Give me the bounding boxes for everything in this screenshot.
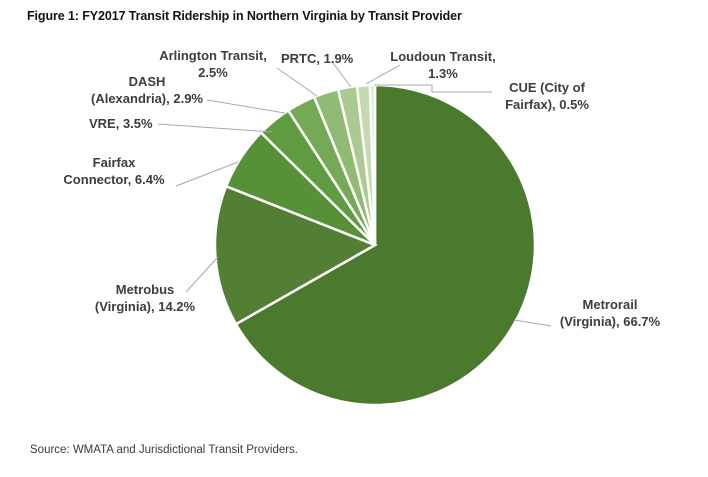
label-vre: VRE, 3.5% (89, 115, 159, 132)
leader-line-8 (374, 84, 492, 93)
pie-slices-group (213, 83, 537, 407)
leader-line-2 (175, 161, 239, 187)
leader-line-7 (365, 64, 401, 85)
label-loudoun-transit: Loudoun Transit, 1.3% (382, 48, 504, 82)
label-fairfax-line1: Fairfax (92, 155, 136, 170)
figure-source: Source: WMATA and Jurisdictional Transit… (30, 444, 299, 456)
label-arlington-transit: Arlington Transit, 2.5% (150, 47, 276, 81)
label-metrorail: Metrorail (Virginia), 66.7% (545, 296, 675, 330)
label-arlington-line2: 2.5% (198, 65, 228, 80)
label-prtc: PRTC, 1.9% (281, 50, 365, 67)
leader-lines-group (157, 62, 552, 327)
leader-line-1 (185, 256, 219, 293)
label-dash: DASH (Alexandria), 2.9% (84, 73, 210, 107)
label-cue-line2: Fairfax), 0.5% (505, 97, 589, 112)
label-prtc-line1: PRTC, 1.9% (281, 51, 354, 66)
label-cue: CUE (City of Fairfax), 0.5% (492, 79, 602, 113)
label-cue-line1: CUE (City of (509, 80, 585, 95)
label-metrobus-line1: Metrobus (115, 282, 175, 297)
leader-line-0 (513, 319, 552, 327)
figure-title: Figure 1: FY2017 Transit Ridership in No… (27, 9, 462, 23)
leader-line-4 (206, 99, 286, 114)
label-metrorail-line1: Metrorail (582, 297, 638, 312)
pie-slice-metrorail-virginia (234, 83, 537, 407)
leader-line-5 (276, 67, 318, 97)
label-metrobus-line2: (Virginia), 14.2% (94, 299, 196, 314)
label-arlington-line1: Arlington Transit, (159, 48, 267, 63)
label-vre-line1: VRE, 3.5% (89, 116, 153, 131)
leader-line-6 (332, 62, 352, 88)
pie-slice-metrobus-virginia (213, 184, 378, 326)
label-loudoun-line2: 1.3% (428, 66, 458, 81)
leader-line-3 (157, 123, 273, 133)
label-dash-line2: (Alexandria), 2.9% (91, 91, 203, 106)
label-fairfax-connector: Fairfax Connector, 6.4% (52, 154, 176, 188)
label-fairfax-line2: Connector, 6.4% (63, 172, 165, 187)
label-dash-line1: DASH (128, 74, 166, 89)
label-metrorail-line2: (Virginia), 66.7% (559, 314, 661, 329)
label-metrobus: Metrobus (Virginia), 14.2% (80, 281, 210, 315)
label-loudoun-line1: Loudoun Transit, (390, 49, 496, 64)
